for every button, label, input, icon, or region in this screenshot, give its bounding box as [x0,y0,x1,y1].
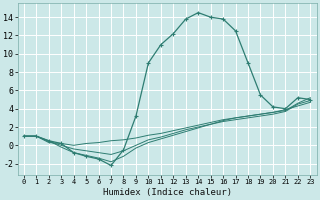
X-axis label: Humidex (Indice chaleur): Humidex (Indice chaleur) [103,188,232,197]
